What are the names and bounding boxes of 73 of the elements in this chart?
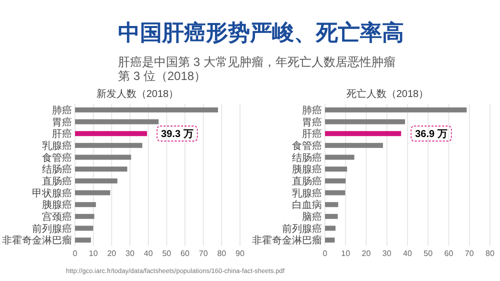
y-tick-label: 肝癌 [302,128,322,140]
bar [75,202,96,208]
bar [75,166,128,172]
bar [75,226,94,231]
y-tick-label: 肺癌 [302,104,322,116]
y-tick-label: 食管癌 [42,152,72,164]
y-tick-label: 白血病 [292,199,322,212]
bar [325,154,354,160]
x-tick-label: 70 [464,249,474,258]
x-tick-label: 10 [341,249,351,258]
y-tick-label: 食管癌 [292,140,322,152]
y-tick-label: 非霍奇金淋巴瘤 [2,234,72,247]
y-tick-label: 直肠癌 [292,175,322,188]
bar [325,166,348,172]
bar [325,142,383,148]
x-tick-label: 90 [236,249,245,258]
annotation: 36.9 万 [415,129,448,140]
y-tick-label: 宫颈癌 [42,210,72,223]
x-tick-label: 60 [444,249,454,258]
y-tick-label: 胃癌 [52,116,72,128]
y-tick-label: 直肠癌 [42,175,72,188]
x-tick-label: 40 [403,249,412,258]
x-tick-label: 0 [322,249,328,258]
x-tick-label: 80 [217,249,227,258]
bar [75,178,118,184]
y-tick-label: 胰腺癌 [292,164,322,176]
bar [75,190,110,196]
y-tick-label: 乳腺癌 [42,140,72,152]
y-tick-label: 结肠癌 [292,152,322,164]
bar [325,131,402,136]
y-tick-label: 甲状腺癌 [32,187,72,200]
y-tick-label: 前列腺癌 [32,222,72,235]
y-tick-label: 结肠癌 [42,164,72,176]
annotation: 39.3 万 [161,129,194,140]
bar [75,107,218,112]
x-tick-label: 20 [107,249,117,258]
x-tick-label: 50 [162,249,172,258]
bar [325,214,338,219]
y-tick-label: 乳腺癌 [292,187,322,200]
bar [325,238,335,243]
bar [75,131,148,136]
bar [325,119,406,124]
x-tick-label: 30 [382,249,392,258]
text: 中国肝癌形势严峻、死亡率高 [118,19,404,47]
bar [325,202,338,208]
x-tick-label: 60 [180,249,190,258]
y-tick-label: 胰腺癌 [42,199,72,212]
bar [325,226,336,231]
y-tick-label: 前列腺癌 [282,222,322,235]
chart-title: 死亡人数（2018） [346,88,429,100]
x-tick-label: 50 [424,249,434,258]
x-tick-label: 70 [198,249,208,258]
y-tick-label: 肝癌 [52,128,72,140]
y-tick-label: 非霍奇金淋巴瘤 [252,234,322,247]
bar [75,154,132,160]
bar [75,119,159,124]
y-tick-label: 脑癌 [302,210,322,223]
bar [75,142,142,148]
x-tick-label: 30 [126,249,135,258]
x-tick-label: 10 [88,249,98,258]
bar [325,107,467,112]
x-tick-label: 80 [486,249,495,258]
bar [325,178,346,184]
text: 肝癌是中国第 3 大常见肿瘤，年死亡人数居恶性肿瘤第 3 位（2018） [118,55,396,83]
x-tick-label: 40 [144,249,154,258]
bar [75,214,94,219]
x-tick-label: 0 [72,249,78,258]
bar [325,190,346,196]
chart-title: 新发人数（2018） [96,88,179,100]
bar [75,238,91,243]
y-tick-label: 胃癌 [302,116,322,128]
y-tick-label: 肺癌 [52,104,72,116]
x-tick-label: 20 [362,249,372,258]
